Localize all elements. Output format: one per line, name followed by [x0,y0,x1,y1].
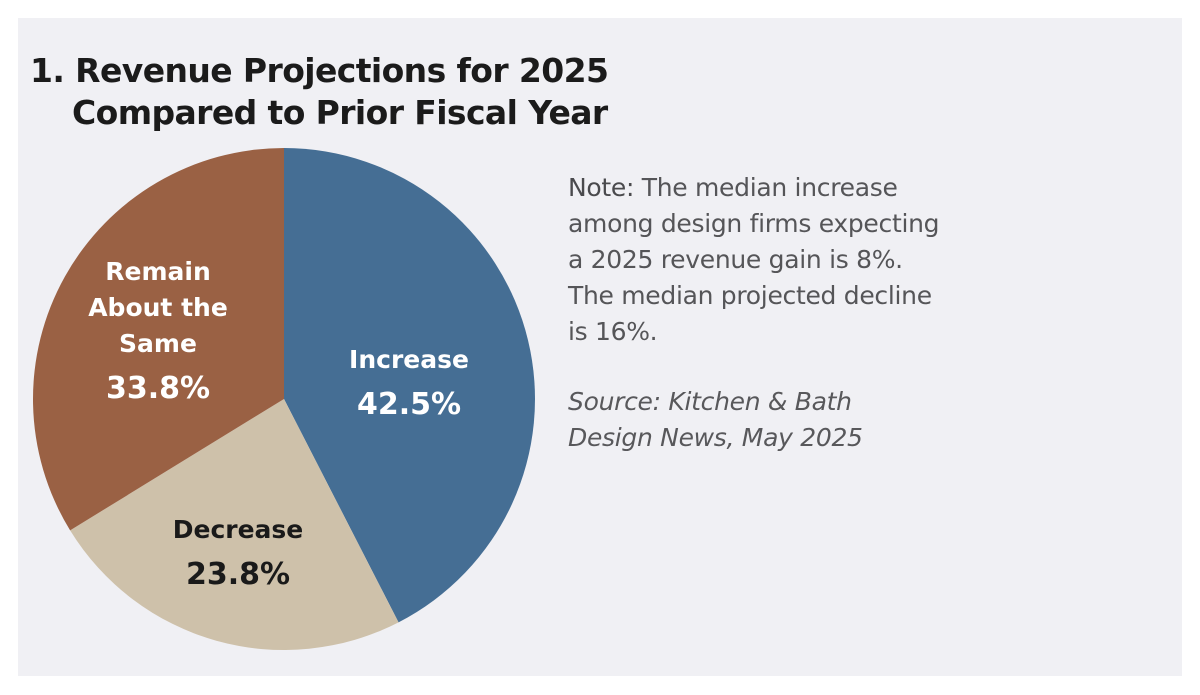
chart-title: 1. Revenue Projections for 2025 Compared… [30,50,609,134]
source-text: Source: Kitchen & Bath Design News, May … [568,387,863,452]
slice-value-label: 33.8% [106,371,210,406]
pie-slice-increase [284,148,535,623]
slice-name-label: Decrease [173,515,304,544]
slice-value-label: 42.5% [357,387,461,422]
slice-name-label: Increase [349,345,469,374]
pie-labels: Increase 42.5% Decrease 23.8% Remain About th… [88,257,469,592]
slice-name-label: About the [88,293,228,322]
chart-title-line-1: 1. Revenue Projections for 2025 [30,51,609,90]
pie-slice-remain-about-the-same [32,148,284,531]
pie-slices [32,148,535,650]
note-lead: Note: [568,173,635,202]
slice-name-label: Remain [105,257,211,286]
slice-value-label: 23.8% [186,557,290,592]
note-body: The median increase among design firms e… [568,173,940,346]
note-text: Note: The median increase among design f… [568,170,948,350]
pie-slice-decrease [70,399,399,650]
slice-name-label: Same [119,329,197,358]
chart-title-line-2: Compared to Prior Fiscal Year [72,93,608,132]
